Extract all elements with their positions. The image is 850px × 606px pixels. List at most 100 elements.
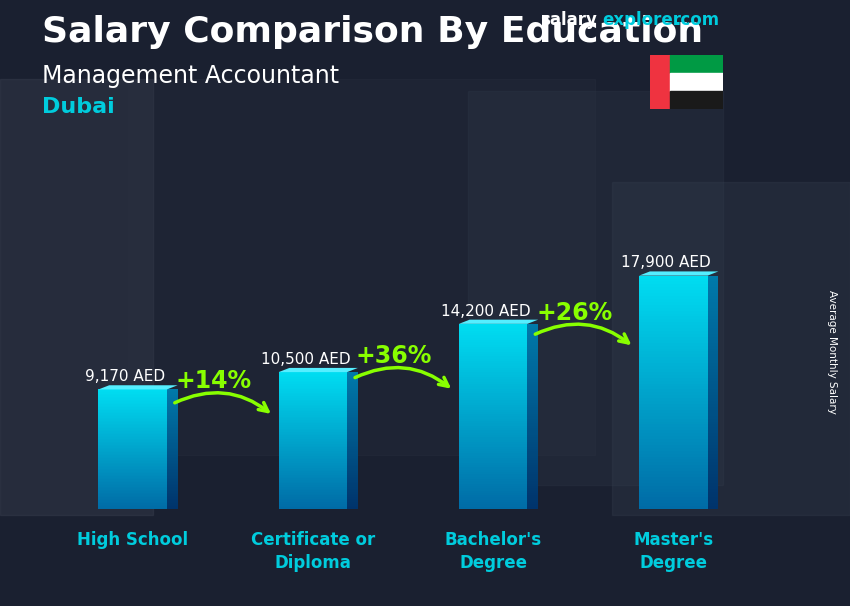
Bar: [167, 403, 178, 404]
Bar: [279, 488, 347, 490]
Bar: [707, 439, 718, 442]
Bar: [279, 494, 347, 495]
Bar: [347, 459, 358, 461]
Bar: [459, 361, 527, 363]
Bar: [167, 446, 178, 448]
Text: explorer: explorer: [602, 11, 681, 29]
Bar: [459, 493, 527, 495]
Bar: [639, 471, 707, 474]
Bar: [459, 470, 527, 472]
Bar: [279, 484, 347, 485]
Bar: [527, 458, 538, 461]
Bar: [347, 507, 358, 509]
Bar: [639, 442, 707, 445]
Bar: [99, 479, 167, 481]
Bar: [279, 415, 347, 416]
Bar: [347, 428, 358, 430]
Bar: [347, 411, 358, 413]
Bar: [639, 439, 707, 442]
Bar: [639, 483, 707, 485]
Bar: [527, 368, 538, 370]
Bar: [459, 438, 527, 439]
Bar: [639, 501, 707, 503]
Bar: [527, 428, 538, 430]
Bar: [459, 486, 527, 488]
Bar: [347, 461, 358, 463]
Bar: [99, 468, 167, 470]
Bar: [167, 424, 178, 425]
Bar: [167, 391, 178, 393]
Bar: [459, 410, 527, 412]
Bar: [347, 372, 358, 374]
Bar: [527, 451, 538, 453]
Bar: [527, 438, 538, 439]
Bar: [707, 337, 718, 340]
Bar: [707, 491, 718, 494]
Bar: [279, 399, 347, 401]
Bar: [99, 503, 167, 505]
Bar: [527, 387, 538, 388]
Bar: [99, 427, 167, 428]
Bar: [639, 358, 707, 360]
Bar: [639, 375, 707, 378]
Bar: [99, 490, 167, 491]
Bar: [99, 439, 167, 441]
Text: +36%: +36%: [356, 344, 432, 368]
Bar: [347, 395, 358, 396]
Bar: [167, 396, 178, 397]
Bar: [347, 473, 358, 475]
Bar: [99, 428, 167, 430]
FancyArrowPatch shape: [175, 393, 268, 411]
Bar: [527, 361, 538, 363]
Bar: [459, 407, 527, 410]
Bar: [527, 338, 538, 340]
Bar: [167, 390, 178, 391]
Bar: [707, 287, 718, 290]
Bar: [347, 439, 358, 441]
Bar: [650, 55, 670, 109]
Bar: [279, 451, 347, 453]
Bar: [167, 488, 178, 490]
Bar: [707, 436, 718, 439]
Bar: [707, 316, 718, 319]
Bar: [347, 434, 358, 436]
Bar: [279, 379, 347, 381]
Bar: [279, 424, 347, 425]
Bar: [459, 324, 527, 326]
Bar: [639, 369, 707, 372]
Bar: [639, 313, 707, 316]
Bar: [459, 439, 527, 442]
Bar: [459, 349, 527, 351]
Bar: [347, 465, 358, 466]
Text: Dubai: Dubai: [42, 97, 116, 117]
Bar: [347, 495, 358, 497]
Bar: [167, 436, 178, 438]
Bar: [279, 478, 347, 480]
Bar: [279, 434, 347, 436]
Bar: [347, 374, 358, 376]
Bar: [527, 465, 538, 467]
Bar: [459, 449, 527, 451]
Bar: [347, 494, 358, 495]
Bar: [347, 485, 358, 487]
Bar: [527, 504, 538, 507]
Bar: [167, 482, 178, 484]
Bar: [347, 416, 358, 418]
Bar: [347, 387, 358, 389]
Bar: [347, 384, 358, 386]
Bar: [99, 487, 167, 488]
Bar: [527, 476, 538, 479]
Bar: [99, 455, 167, 457]
Bar: [347, 468, 358, 470]
Bar: [707, 358, 718, 360]
Bar: [99, 467, 167, 468]
Bar: [527, 407, 538, 410]
Bar: [99, 500, 167, 502]
Bar: [707, 319, 718, 322]
Bar: [347, 490, 358, 492]
Bar: [99, 425, 167, 427]
Bar: [459, 391, 527, 393]
Bar: [707, 410, 718, 413]
Bar: [99, 482, 167, 484]
Bar: [707, 459, 718, 462]
